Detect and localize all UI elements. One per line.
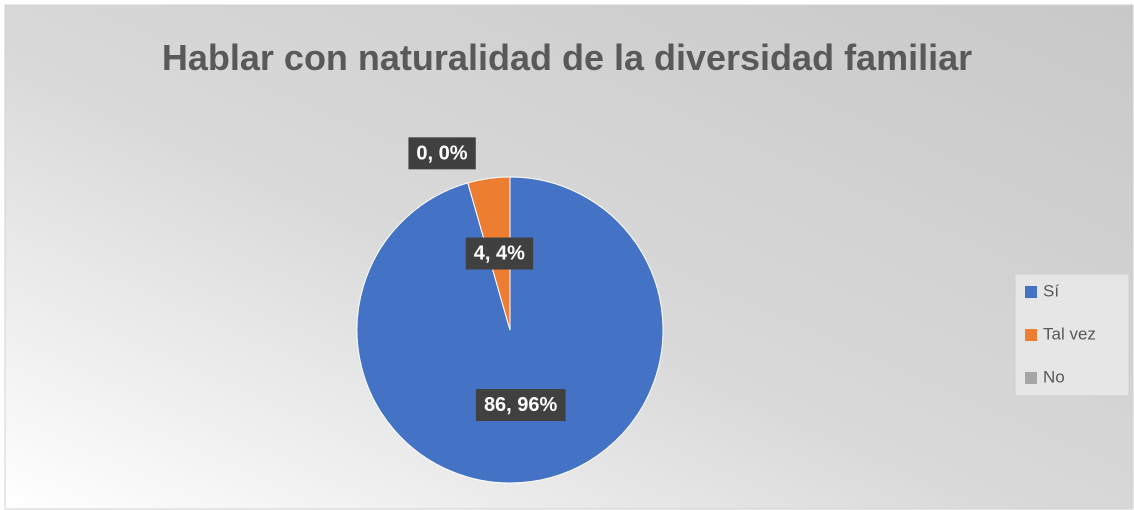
legend-swatch [1025, 286, 1037, 298]
data-label: 4, 4% [474, 243, 525, 265]
legend-label: Sí [1043, 281, 1059, 300]
legend-label: No [1043, 367, 1065, 386]
data-label: 0, 0% [416, 142, 467, 164]
legend-label: Tal vez [1043, 324, 1096, 343]
data-label-box [465, 237, 534, 270]
data-label-box [475, 389, 566, 422]
data-label-box [408, 137, 476, 170]
data-label: 86, 96% [484, 394, 558, 416]
chart-title: Hablar con naturalidad de la diversidad … [161, 37, 973, 78]
legend-swatch [1025, 329, 1037, 341]
legend-swatch [1025, 372, 1037, 384]
